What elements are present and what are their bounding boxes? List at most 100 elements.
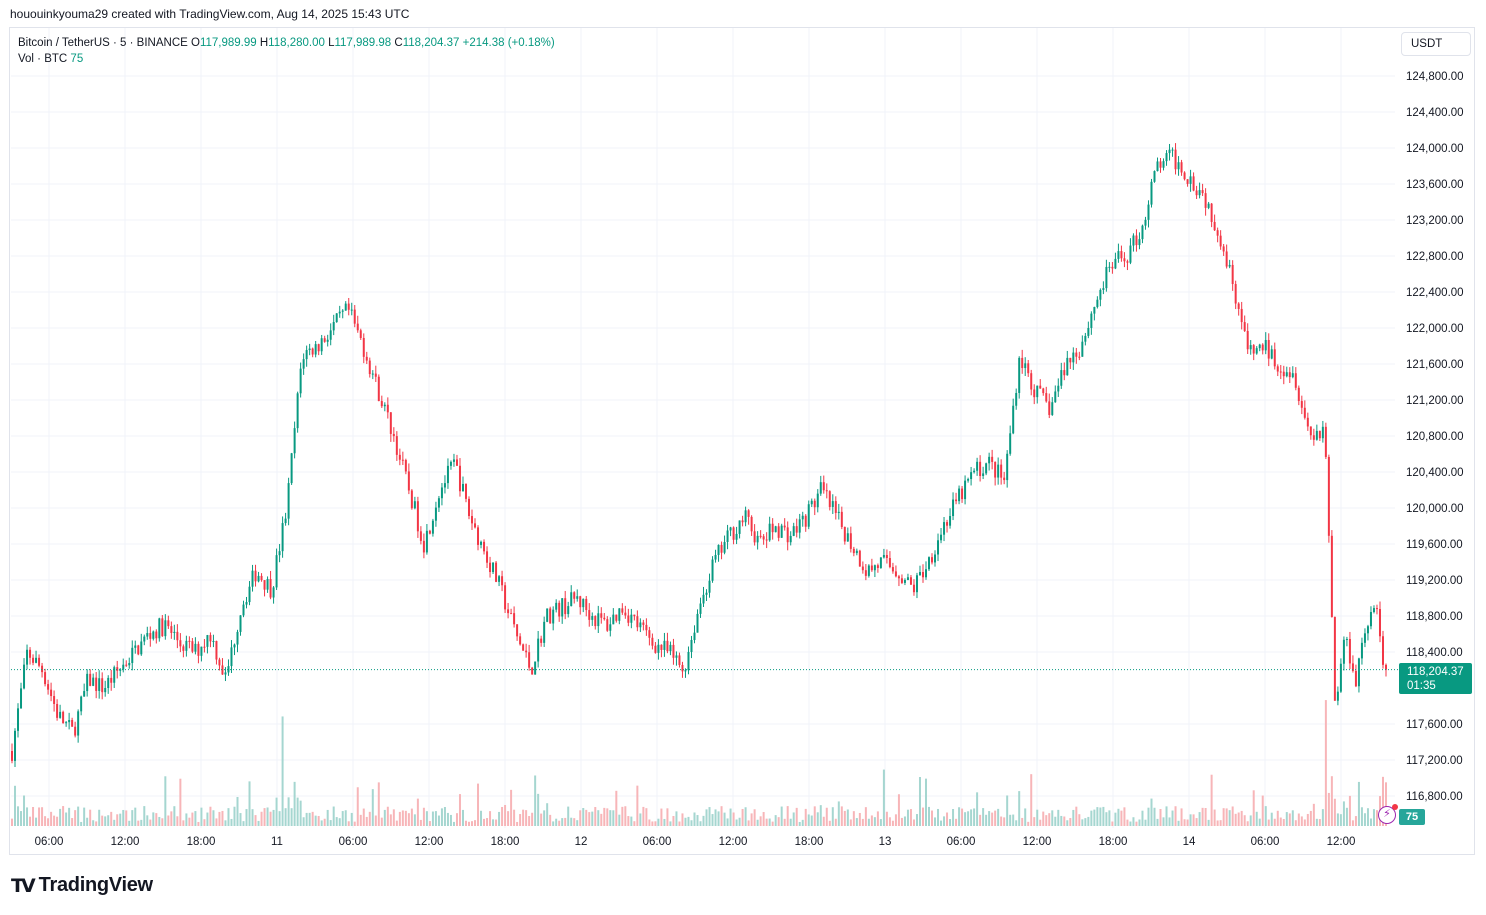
candle-body	[855, 550, 858, 554]
candle-body	[741, 520, 744, 523]
volume-value: 75	[70, 53, 84, 65]
chart-frame	[9, 27, 1475, 855]
candle-body	[918, 572, 921, 576]
volume-bar	[1108, 810, 1111, 826]
volume-bar	[467, 821, 470, 826]
volume-bar	[1189, 814, 1192, 826]
candle-body	[452, 459, 455, 462]
candle-body	[483, 541, 486, 552]
volume-bar	[964, 812, 967, 826]
candle-body	[131, 647, 134, 663]
candle-body	[1048, 401, 1051, 415]
volume-bar	[912, 819, 915, 826]
candle-body	[1027, 363, 1030, 374]
volume-bar	[455, 813, 458, 826]
candle-body	[110, 677, 113, 683]
candle-body	[657, 644, 660, 653]
volume-bar	[1294, 820, 1297, 826]
candle-body	[1306, 417, 1309, 427]
volume-bar	[245, 809, 248, 826]
volume-bar	[1252, 790, 1255, 826]
candle-body	[1039, 385, 1042, 389]
volume-bar	[77, 806, 80, 826]
y-tick-label: 122,400.00	[1406, 287, 1464, 299]
candle-body	[248, 586, 251, 603]
volume-bar	[68, 807, 71, 826]
candle-body	[516, 624, 519, 637]
volume-bar	[1285, 812, 1288, 826]
candle-body	[705, 592, 708, 595]
chart-legend: Bitcoin / TetherUS · 5 · BINANCE O117,98…	[18, 35, 555, 67]
volume-bar	[510, 789, 513, 826]
candle-body	[690, 639, 693, 652]
candle-body	[579, 596, 582, 608]
candle-body	[798, 519, 801, 533]
tradingview-logo[interactable]: TV TradingView	[11, 874, 153, 897]
volume-bar	[32, 807, 35, 826]
candle-body	[47, 684, 50, 690]
candle-body	[410, 490, 413, 509]
volume-bar	[1039, 819, 1042, 826]
candle-body	[53, 696, 56, 704]
candle-body	[155, 631, 158, 639]
volume-bar	[1090, 810, 1093, 826]
volume-bar	[717, 811, 720, 826]
volume-bar	[461, 809, 464, 826]
volume-bar	[416, 798, 419, 826]
currency-button[interactable]: USDT	[1401, 32, 1471, 56]
volume-bar	[879, 819, 882, 826]
candle-body	[1333, 617, 1336, 701]
volume-bar	[603, 807, 606, 826]
volume-bar	[143, 806, 146, 826]
candle-body	[1033, 389, 1036, 398]
volume-bar	[29, 816, 32, 826]
symbol-label[interactable]: Bitcoin / TetherUS · 5 · BINANCE	[18, 37, 188, 49]
candle-body	[1318, 430, 1321, 439]
volume-bar	[897, 794, 900, 826]
volume-bar	[278, 811, 281, 826]
candle-body	[1084, 335, 1087, 342]
volume-bar	[931, 810, 934, 826]
volume-bar	[122, 809, 125, 826]
candle-body	[1270, 349, 1273, 359]
volume-bar	[1111, 821, 1114, 826]
volume-bar	[600, 813, 603, 826]
volume-label[interactable]: Vol · BTC	[18, 53, 68, 65]
volume-bar	[943, 816, 946, 826]
volume-bar	[660, 808, 663, 826]
volume-bar	[528, 816, 531, 826]
volume-bar	[1216, 820, 1219, 826]
candle-body	[128, 662, 131, 666]
candle-body	[38, 657, 41, 666]
candle-body	[973, 470, 976, 473]
volume-bar	[437, 815, 440, 826]
candle-body	[819, 482, 822, 494]
candle-body	[1195, 190, 1198, 196]
volume-bar	[320, 820, 323, 826]
volume-bar	[906, 809, 909, 826]
volume-bar	[621, 806, 624, 826]
volume-bar	[870, 815, 873, 826]
candle-body	[1180, 162, 1183, 173]
volume-bar	[434, 811, 437, 826]
volume-badge: 75	[1399, 809, 1425, 825]
candle-body	[380, 401, 383, 407]
candle-body	[1126, 261, 1129, 263]
candle-body	[1375, 608, 1378, 610]
volume-bar	[26, 807, 29, 826]
candle-body	[176, 631, 179, 641]
candle-body	[323, 338, 326, 342]
lightning-icon[interactable]: ⚡	[1378, 804, 1398, 824]
volume-bar	[741, 808, 744, 826]
candle-body	[287, 483, 290, 519]
volume-bar	[128, 820, 131, 826]
candle-body	[684, 670, 687, 672]
candle-body	[203, 646, 206, 648]
candle-body	[1225, 251, 1228, 267]
volume-bar	[973, 808, 976, 826]
volume-bar	[212, 810, 215, 826]
volume-bar	[840, 806, 843, 826]
volume-bar	[768, 818, 771, 826]
volume-bar	[431, 811, 434, 826]
